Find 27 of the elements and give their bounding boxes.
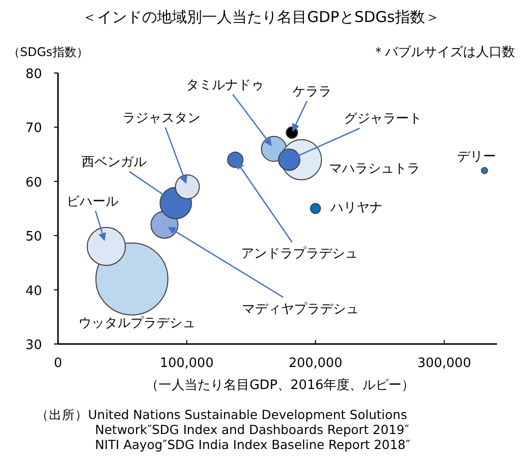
y-tick-label: 40: [25, 284, 42, 299]
y-tick-label: 70: [25, 121, 42, 136]
y-tick-label: 60: [25, 175, 42, 190]
y-tick-label: 30: [25, 338, 42, 353]
label: ウッタルプラデシュ: [78, 316, 196, 331]
label: ラジャスタン: [122, 110, 200, 126]
ylabel: （SDGs指数）: [8, 45, 88, 59]
label: 西ベンガル: [81, 155, 146, 170]
x-tick-label: 0: [54, 356, 62, 371]
note: ＊バブルサイズは人口数: [372, 45, 515, 60]
label: ビハール: [66, 194, 118, 210]
label: グジャラート: [344, 112, 422, 127]
label: マハラシュトラ: [328, 162, 420, 177]
label: デリー: [457, 150, 496, 165]
title: ＜インドの地域別一人当たり名目GDPとSDGs指数＞: [82, 8, 440, 26]
label: マディヤプラデシュ: [242, 302, 359, 317]
y-tick-label: 50: [25, 230, 42, 245]
x-tick-label: 300,000: [417, 356, 472, 371]
label: タミルナドゥ: [186, 78, 264, 93]
xlabel: （一人当たり名目GDP、2016年度、ルピー）: [146, 378, 414, 393]
y-tick-label: 80: [25, 67, 42, 82]
label: アンドラプラデシュ: [240, 246, 358, 262]
source: （出所）United Nations Sustainable Development Solutions Network″SDG Index and Dashboards Report 2019″ NITI Aayog″SDG India Index Baseline Report 2018″: [36, 407, 410, 452]
x-tick-label: 100,000: [160, 356, 214, 371]
label: ハリヤナ: [330, 200, 382, 216]
label: ケララ: [292, 84, 332, 100]
x-tick-label: 200,000: [288, 356, 342, 371]
